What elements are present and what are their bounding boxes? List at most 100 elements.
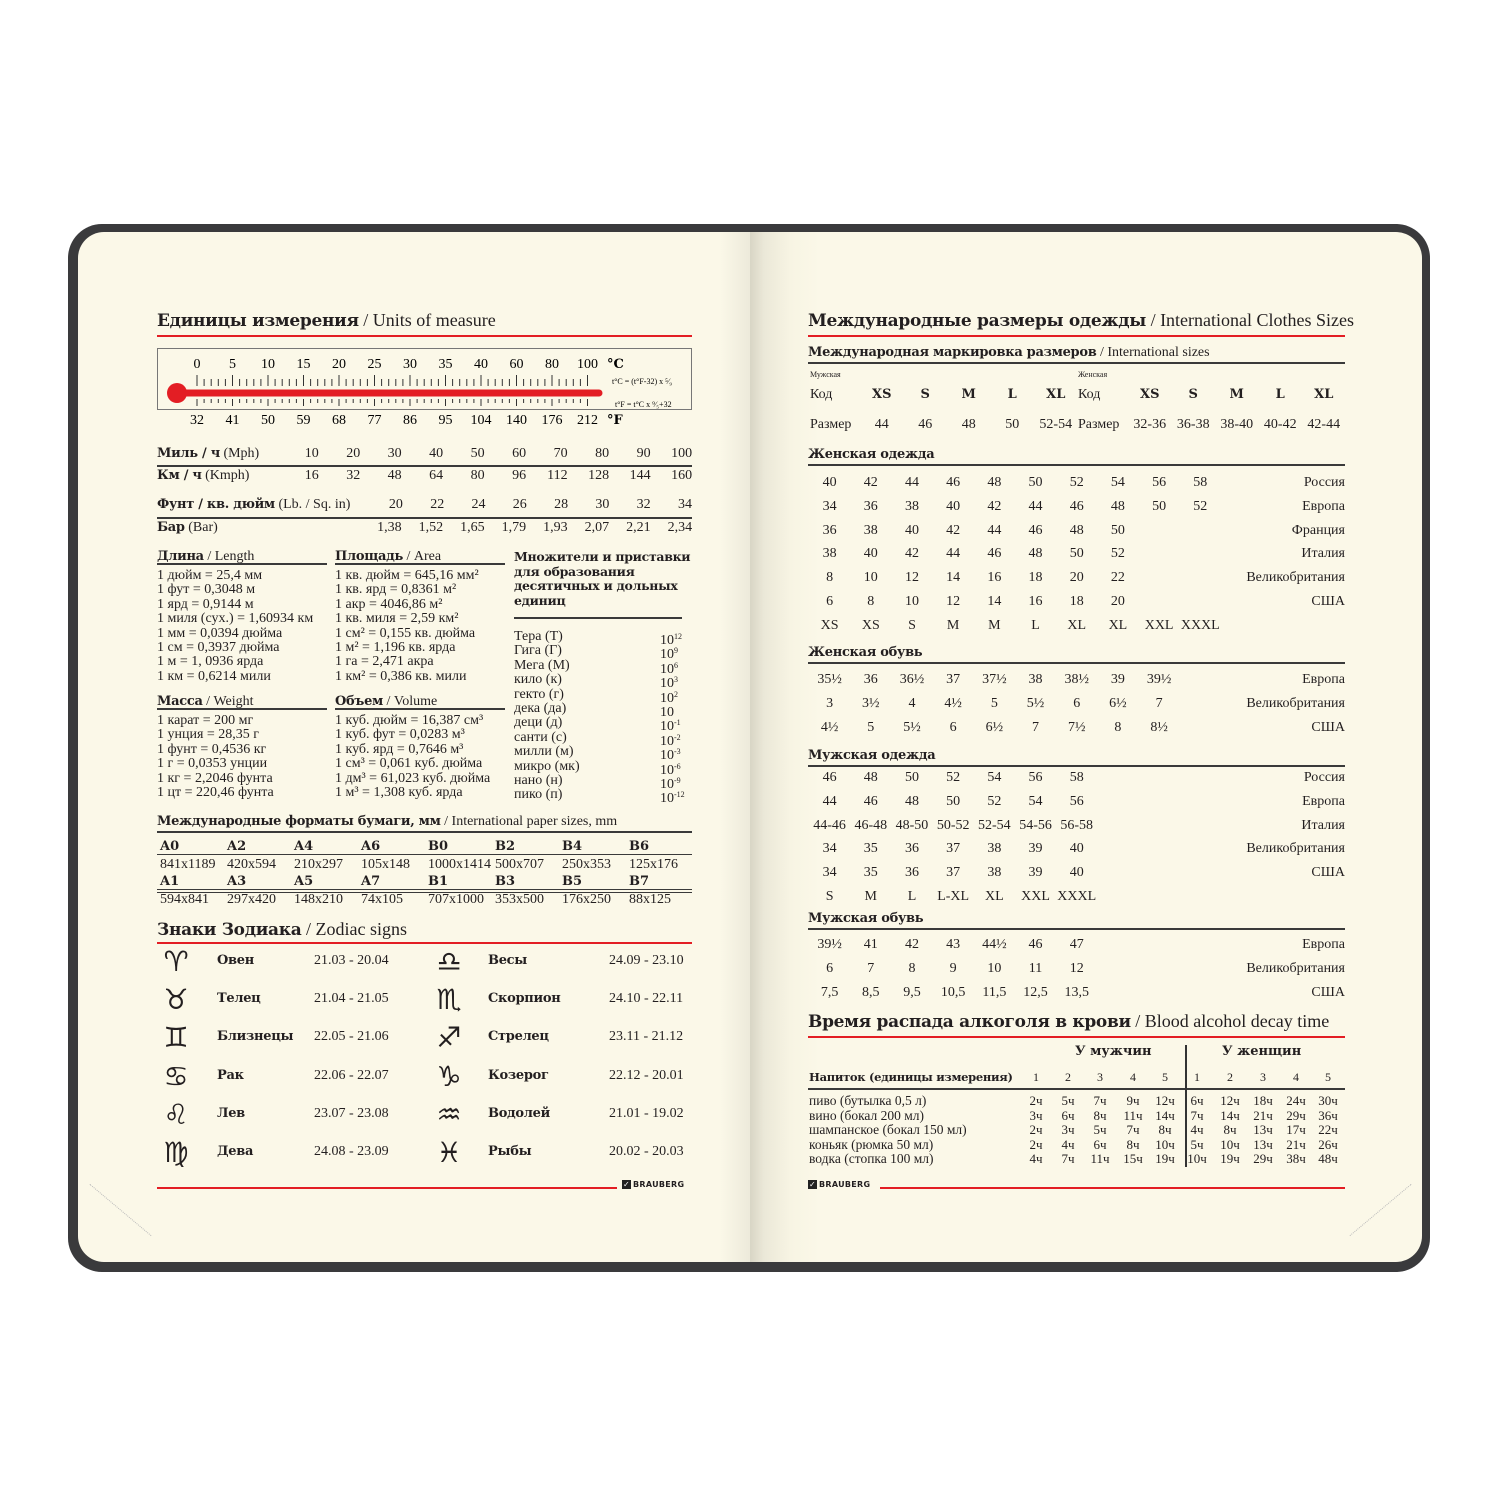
multiplier-exponent: -9 xyxy=(674,776,681,785)
drink-name: пиво (бутылка 0,5 л) xyxy=(809,1093,927,1108)
size-value: 56 xyxy=(1069,793,1084,809)
multiplier-value: 103 xyxy=(660,673,678,692)
size-code: L xyxy=(1275,387,1285,402)
men-decay-time: 5ч xyxy=(1093,1122,1107,1137)
women-decay-time: 29ч xyxy=(1253,1151,1273,1166)
size-value: 38 xyxy=(904,498,919,514)
size-value: 50 xyxy=(946,793,961,809)
zodiac-title: Знаки Зодиака / Zodiac signs xyxy=(157,919,407,940)
size-value: 58 xyxy=(1193,475,1208,490)
size-value: 8 xyxy=(826,570,834,586)
zodiac-Скорпион-icon: ♏ xyxy=(436,983,462,1017)
drink-name: водка (стопка 100 мл) xyxy=(809,1151,934,1166)
size-row: 44-46 46-48 48-50 50-52 52-54 54-56 56-58 Итали… xyxy=(809,818,1345,834)
men-decay-time: 7ч xyxy=(1093,1093,1107,1108)
size-value: 38-40 xyxy=(1220,417,1254,432)
paper-size: 125x176 xyxy=(629,857,678,872)
size-value: 9,5 xyxy=(903,984,921,1000)
multiplier-exponent: 6 xyxy=(674,660,678,670)
zodiac-Рыбы-icon: ♓ xyxy=(436,1136,462,1169)
multiplier-base: 10 xyxy=(660,762,674,778)
size-value: 4½ xyxy=(944,695,962,711)
size-value: 50 xyxy=(1152,498,1167,514)
size-value: 44-46 xyxy=(813,817,846,833)
length-item: 1 фут = 0,3048 м xyxy=(157,582,256,598)
multiplier-value: 10-6 xyxy=(660,760,681,779)
size-value: 10 xyxy=(987,960,1002,976)
size-value: 48-50 xyxy=(895,817,929,833)
zodiac-name: Рак xyxy=(217,1067,244,1083)
divider xyxy=(157,892,692,893)
size-value: 56-58 xyxy=(1060,817,1094,833)
women-decay-time: 36ч xyxy=(1318,1107,1338,1123)
conversion-value: 26 xyxy=(512,497,527,512)
area-heading-ru: Площадь xyxy=(335,549,403,564)
size-code: S xyxy=(920,387,930,402)
zodiac-dates: 21.01 - 19.02 xyxy=(609,1105,684,1121)
men-unit-header: 5 xyxy=(1162,1070,1168,1084)
women-decay-time: 13ч xyxy=(1253,1136,1273,1152)
size-value: 5 xyxy=(867,719,875,735)
women-decay-time: 4ч xyxy=(1190,1122,1204,1137)
size-value: 46 xyxy=(987,546,1002,562)
size-value: S xyxy=(825,889,834,904)
length-item: 1 мм = 0,0394 дюйма xyxy=(157,625,283,641)
multiplier-name: кило (к) xyxy=(514,672,562,688)
conversion-value: 1,52 xyxy=(418,520,444,535)
divider xyxy=(157,563,327,565)
length-item: 1 дюйм = 25,4 мм xyxy=(157,568,263,583)
men-decay-time: 4ч xyxy=(1029,1151,1043,1166)
size-value: XS xyxy=(861,617,880,633)
women-decay-time: 19ч xyxy=(1220,1151,1240,1166)
multiplier-name: нано (н) xyxy=(514,773,563,788)
divider xyxy=(335,708,505,710)
size-value: 18 xyxy=(1069,594,1084,609)
conversion-value: 30 xyxy=(595,497,610,512)
size-value: 37½ xyxy=(982,672,1007,687)
conversion-value xyxy=(319,520,360,536)
paper-size: 353x500 xyxy=(495,892,544,907)
conversion-value: 28 xyxy=(554,497,569,512)
paper-code: A2 xyxy=(227,839,247,854)
multiplier-name: санти (с) xyxy=(514,729,567,745)
celsius-label: 5 xyxy=(229,357,236,372)
men-decay-time: 14ч xyxy=(1155,1107,1175,1123)
country-label: Европа xyxy=(1302,498,1345,514)
multiplier-exponent: 3 xyxy=(674,675,678,685)
zodiac-Козерог-icon: ♑ xyxy=(436,1059,462,1093)
country-label: Франция xyxy=(1291,522,1345,538)
size-value: 38 xyxy=(987,865,1002,881)
conversion-value: 160 xyxy=(671,468,693,483)
women-decay-time: 14ч xyxy=(1220,1107,1240,1123)
size-value: 54-56 xyxy=(1019,817,1052,833)
length-item: 1 см = 0,3937 дюйма xyxy=(157,640,280,655)
size-value: 34 xyxy=(822,498,837,514)
multiplier-name: пико (п) xyxy=(514,787,563,803)
paper-size: 707x1000 xyxy=(428,892,484,907)
size-value: 38 xyxy=(987,841,1002,857)
women-decay-time: 26ч xyxy=(1318,1136,1338,1152)
volume-item: 1 см³ = 0,061 куб. дюйма xyxy=(335,756,483,772)
fahrenheit-label: 212 xyxy=(577,413,598,428)
size-value: 42 xyxy=(904,937,919,952)
paper-code: B6 xyxy=(629,839,650,854)
size-value: 39 xyxy=(1028,865,1043,881)
paper-size: 500x707 xyxy=(495,857,544,872)
weight-item: 1 цт = 220,46 фунта xyxy=(157,785,274,800)
conversion-value: 90 xyxy=(636,446,651,461)
conversion-value: 2,07 xyxy=(584,520,610,535)
fahrenheit-unit: °F xyxy=(607,413,624,428)
size-value: 34 xyxy=(822,865,837,881)
volume-heading-en: / Volume xyxy=(383,694,438,709)
size-code: XL xyxy=(1314,387,1334,402)
size-value: 50 xyxy=(1005,417,1020,432)
men-decay-time: 8ч xyxy=(1093,1107,1107,1123)
size-label: Размер xyxy=(1078,417,1120,432)
zodiac-Стрелец-icon: ♐ xyxy=(436,1021,462,1055)
celsius-label: 20 xyxy=(332,357,346,372)
celsius-label: 25 xyxy=(367,357,381,372)
women-unit-header: 1 xyxy=(1194,1070,1200,1084)
women-decay-time: 6ч xyxy=(1190,1093,1204,1108)
men-decay-time: 11ч xyxy=(1123,1107,1143,1123)
fahrenheit-formula: t°F = t°C x ⁹⁄₅+32 xyxy=(615,400,672,409)
